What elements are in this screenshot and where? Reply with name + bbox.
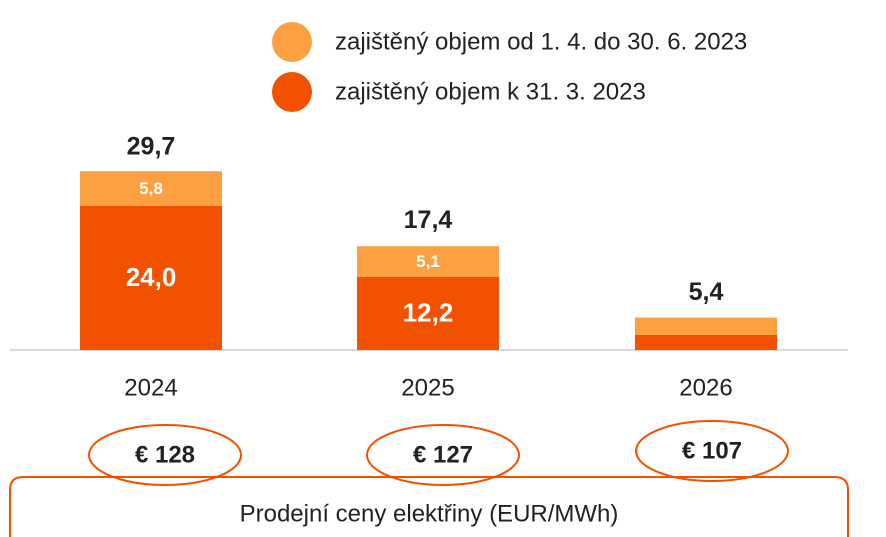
total-label: 29,7 xyxy=(127,132,176,160)
legend-label: zajištěný objem k 31. 3. 2023 xyxy=(335,78,646,105)
segment-label: 24,0 xyxy=(126,262,177,292)
segment-label: 5,1 xyxy=(416,252,440,271)
segment-label: 5,8 xyxy=(139,179,163,198)
x-tick-label: 2025 xyxy=(401,374,454,401)
x-tick-label: 2026 xyxy=(679,374,732,401)
total-label: 5,4 xyxy=(689,278,724,306)
legend-swatch xyxy=(272,22,312,62)
legend-label: zajištěný objem od 1. 4. do 30. 6. 2023 xyxy=(335,28,747,55)
bar-segment xyxy=(357,276,499,350)
price-box xyxy=(9,476,849,537)
price-label: € 127 xyxy=(413,441,473,468)
price-caption: Prodejní ceny elektřiny (EUR/MWh) xyxy=(240,500,619,527)
total-label: 17,4 xyxy=(404,206,453,234)
price-label: € 107 xyxy=(682,437,742,464)
bar-segment xyxy=(635,317,777,335)
price-ellipse xyxy=(366,424,520,486)
price-label: € 128 xyxy=(135,441,195,468)
segment-label: 12,2 xyxy=(403,297,454,327)
bar-segment xyxy=(635,335,777,350)
x-tick-label: 2024 xyxy=(124,374,177,401)
bar-segment xyxy=(80,206,222,350)
bar-segment xyxy=(80,171,222,206)
price-ellipse xyxy=(635,420,789,482)
legend-swatch xyxy=(272,72,312,112)
price-ellipse xyxy=(88,424,242,486)
bar-segment xyxy=(357,246,499,277)
